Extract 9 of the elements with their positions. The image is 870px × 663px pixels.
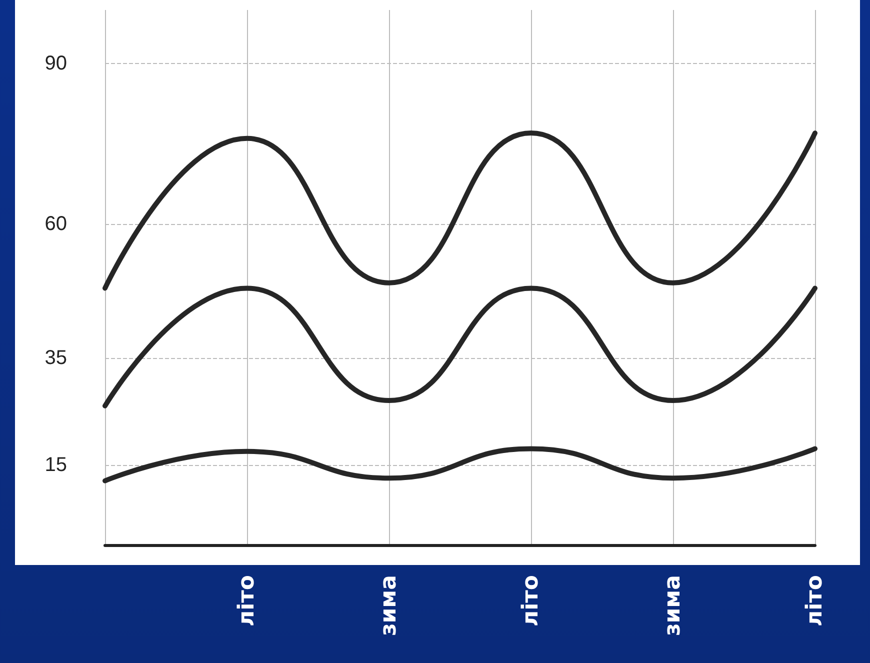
y-tick-label: 60 bbox=[44, 213, 67, 235]
y-tick-label: 15 bbox=[44, 454, 67, 476]
x-tick-label: літо bbox=[518, 575, 544, 627]
x-tick-label: зима bbox=[376, 575, 402, 636]
x-tick-label: літо bbox=[234, 575, 260, 627]
y-tick-label: 90 bbox=[44, 52, 67, 74]
x-tick-label: літо bbox=[802, 575, 828, 627]
y-tick-label: 35 bbox=[44, 346, 67, 369]
x-tick-label: зима bbox=[660, 575, 686, 636]
